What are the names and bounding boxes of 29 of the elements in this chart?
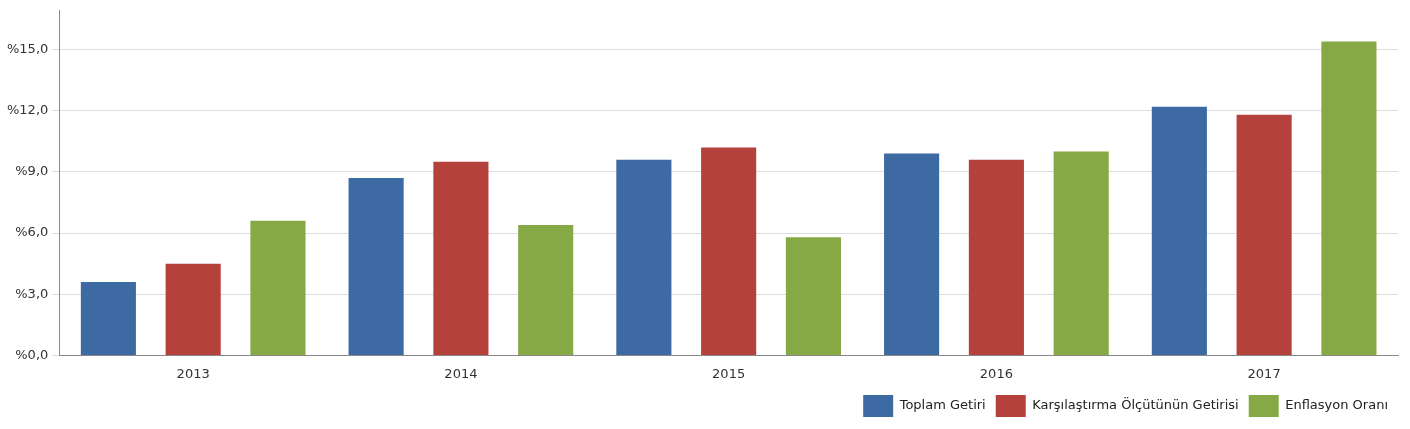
bar — [701, 147, 757, 355]
y-tick-label: %12,0 — [6, 102, 49, 118]
y-tick-label: %9,0 — [15, 163, 49, 179]
bar — [1053, 151, 1109, 355]
bar — [518, 224, 574, 355]
bar — [785, 237, 841, 355]
y-tick-label: %15,0 — [6, 40, 49, 56]
bar — [1321, 41, 1377, 355]
bar — [433, 161, 489, 355]
y-tick-label: %3,0 — [15, 285, 49, 301]
x-tick-label: 2014 — [444, 365, 478, 381]
legend-label: Karşılaştırma Ölçütünün Getirisi — [1032, 396, 1239, 413]
x-tick-label: 2013 — [176, 365, 210, 381]
bar — [1236, 114, 1292, 355]
x-tick-label: 2015 — [712, 365, 746, 381]
bar — [348, 178, 404, 355]
y-tick-label: %0,0 — [15, 346, 49, 362]
x-tick-label: 2016 — [979, 365, 1013, 381]
bar — [884, 153, 940, 355]
bar — [1151, 106, 1207, 355]
legend-label: Enflasyon Oranı — [1285, 397, 1388, 413]
legend-label: Toplam Getiri — [898, 397, 986, 413]
bar — [80, 281, 136, 355]
bar — [165, 263, 221, 355]
bar — [616, 159, 672, 355]
y-tick-label: %6,0 — [15, 224, 49, 240]
bar — [250, 220, 306, 355]
bar — [968, 159, 1024, 355]
x-tick-label: 2017 — [1247, 365, 1281, 381]
